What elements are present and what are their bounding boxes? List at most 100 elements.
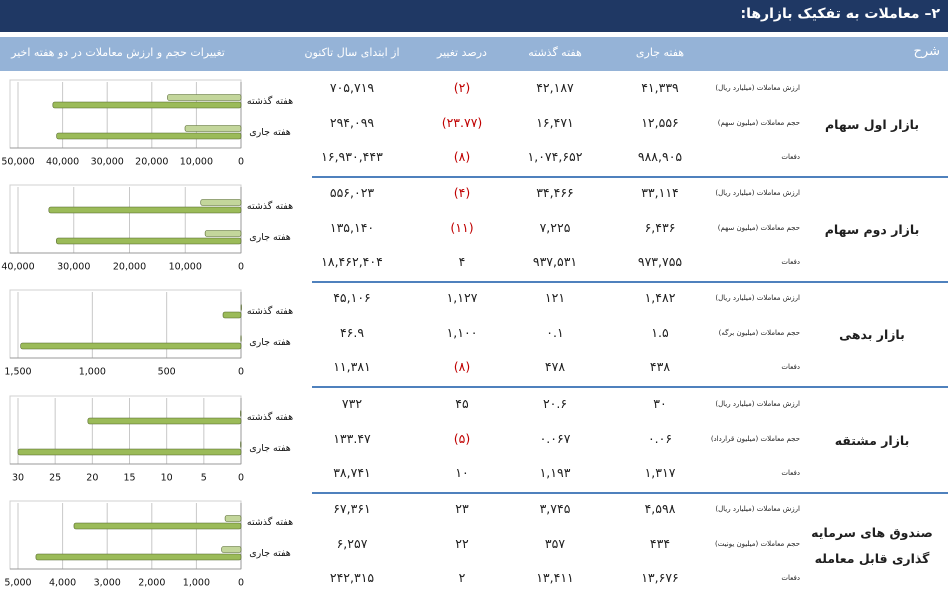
metric-label: ارزش معاملات (میلیارد ریال) [715, 294, 800, 302]
block-separator [312, 176, 948, 178]
table-cell: ۳۰ [653, 396, 667, 411]
table-cell: ۴ [458, 254, 466, 269]
table-cell: ۶۷,۳۶۱ [333, 501, 371, 516]
category-label: هفته گذشته [247, 200, 293, 212]
bar [48, 206, 242, 214]
table-cell: ۱۲,۵۵۶ [641, 115, 679, 130]
table-cell: (۲) [453, 80, 471, 95]
x-tick-label: 0 [238, 578, 244, 589]
table-cell: ۱,۴۸۲ [644, 290, 676, 305]
table-cell: ۳۳,۱۱۴ [641, 185, 679, 200]
bar [167, 94, 242, 101]
x-tick-label: 30 [12, 473, 24, 484]
metric-label: حجم معاملات (میلیون سهم) [717, 224, 800, 232]
table-cell: ۱۳,۴۱۱ [536, 570, 574, 585]
table-cell: ۷,۲۲۵ [539, 220, 571, 235]
category-label: هفته جاری [249, 443, 291, 454]
x-tick-label: 25 [49, 473, 61, 484]
metric-label: حجم معاملات (میلیون سهم) [717, 119, 800, 127]
bar [222, 311, 242, 319]
category-label: هفته جاری [249, 337, 291, 348]
bar [240, 304, 242, 311]
metric-label: دفعات [781, 574, 800, 582]
x-tick-label: 30,000 [91, 157, 124, 168]
table-cell: (۸) [453, 149, 471, 164]
table-cell: ۳,۷۴۵ [539, 501, 571, 516]
x-tick-label: 4,000 [49, 578, 76, 589]
table-cell: ۴۵,۱۰۶ [333, 290, 371, 305]
metric-label: حجم معاملات (میلیون یونیت) [715, 540, 800, 548]
metric-label: حجم معاملات (میلیون برگه) [718, 329, 800, 337]
x-tick-label: 0 [238, 473, 244, 484]
block-separator [312, 281, 948, 283]
metric-label: حجم معاملات (میلیون قرارداد) [710, 435, 800, 443]
metric-label: ارزش معاملات (میلیارد ریال) [715, 84, 800, 92]
bar [52, 101, 242, 109]
metric-label: دفعات [781, 469, 800, 477]
market-name: بازار بدهی [839, 326, 905, 342]
table-cell: ۶,۲۵۷ [336, 536, 368, 551]
table-cell: ۰.۰۶۷ [539, 431, 571, 446]
table-cell: ۴۲,۱۸۷ [536, 80, 574, 95]
bar [17, 448, 242, 456]
table-cell: ۲ [458, 570, 466, 585]
bar [200, 199, 242, 206]
category-label: هفته گذشته [247, 516, 293, 528]
block-separator [312, 386, 948, 388]
x-tick-label: 10,000 [180, 157, 213, 168]
bar [56, 237, 242, 245]
table-cell: ۱.۵ [651, 325, 669, 340]
x-tick-label: 0 [238, 262, 244, 273]
header-bar [0, 37, 948, 71]
table-cell: ۱۶,۹۳۰,۴۴۳ [321, 149, 383, 164]
x-tick-label: 500 [158, 367, 176, 378]
table-cell: ۶,۴۳۶ [644, 220, 676, 235]
table-cell: ۱۳۳.۴۷ [333, 431, 371, 446]
bar [56, 132, 242, 140]
title-bar [0, 0, 948, 32]
header-cell: هفته گذشته [528, 46, 582, 59]
x-tick-label: 0 [238, 157, 244, 168]
table-cell: ۱۰ [455, 465, 469, 480]
table-cell: ۹۷۳,۷۵۵ [637, 254, 683, 269]
table-cell: ۰.۱ [546, 325, 564, 340]
table-cell: ۹۸۸,۹۰۵ [637, 149, 683, 164]
metric-label: دفعات [781, 153, 800, 161]
bar [204, 230, 242, 237]
category-label: هفته گذشته [247, 411, 293, 423]
table-cell: ۹۳۷,۵۳۱ [532, 254, 578, 269]
table-cell: ۲۰.۶ [542, 396, 568, 411]
table-cell: ۳۴,۴۶۶ [536, 185, 574, 200]
table-cell: ۴۱,۳۳۹ [641, 80, 679, 95]
table-cell: ۱,۱۰۰ [446, 325, 478, 340]
table-cell: ۱۲۱ [544, 290, 566, 305]
bar [35, 553, 242, 561]
x-tick-label: 0 [238, 367, 244, 378]
metric-label: ارزش معاملات (میلیارد ریال) [715, 505, 800, 513]
bar [221, 546, 242, 553]
x-tick-label: 20,000 [113, 262, 146, 273]
table-cell: ۱,۳۱۷ [644, 465, 676, 480]
metric-label: ارزش معاملات (میلیارد ریال) [715, 400, 800, 408]
x-tick-label: 50,000 [1, 157, 34, 168]
table-cell: (۵) [453, 431, 471, 446]
table-cell: ۲۲ [455, 536, 469, 551]
table-cell: ۱۶,۴۷۱ [536, 115, 574, 130]
bar [73, 522, 242, 530]
table-cell: ۷۰۵,۷۱۹ [329, 80, 375, 95]
bar [224, 515, 242, 522]
table-cell: ۲۳ [455, 501, 469, 516]
market-name: بازار مشتقه [834, 432, 910, 448]
category-label: هفته جاری [249, 548, 291, 559]
bar [240, 410, 242, 417]
x-tick-label: 1,000 [79, 367, 106, 378]
table-cell: (۱۱) [450, 220, 474, 235]
block-separator [312, 492, 948, 494]
title: ۲– معاملات به تفکیک بازارها: [740, 6, 940, 22]
table-cell: ۱۳,۶۷۶ [641, 570, 679, 585]
x-tick-label: 40,000 [46, 157, 79, 168]
table-cell: ۴۶.۹ [339, 325, 365, 340]
table-cell: ۳۸,۷۴۱ [333, 465, 371, 480]
